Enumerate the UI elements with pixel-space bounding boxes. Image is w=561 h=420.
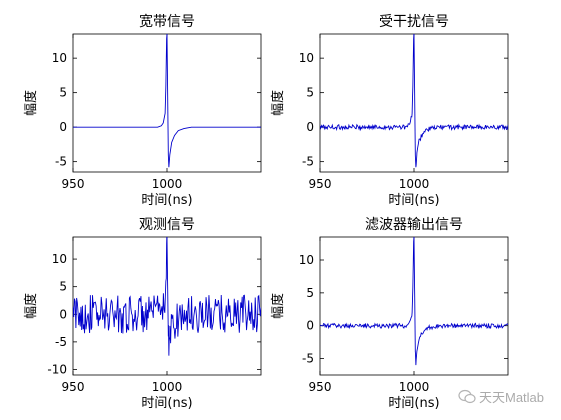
y-axis-label: 幅度 xyxy=(270,90,286,116)
y-tick-label: 5 xyxy=(59,86,67,100)
x-tick-label: 950 xyxy=(62,177,85,191)
series-line xyxy=(320,34,508,168)
subplot-title: 宽带信号 xyxy=(139,13,195,30)
y-tick-label: 0 xyxy=(59,307,67,321)
y-tick-label: 10 xyxy=(299,51,314,65)
y-tick-label: 5 xyxy=(59,280,67,294)
y-tick-label: 10 xyxy=(52,51,67,65)
x-axis-label: 时间(ns) xyxy=(141,193,192,208)
y-tick-label: 10 xyxy=(52,252,67,266)
x-tick-label: 1000 xyxy=(152,177,183,191)
series-line xyxy=(73,237,261,356)
y-axis-label: 幅度 xyxy=(23,293,39,319)
y-tick-label: 5 xyxy=(306,86,314,100)
y-tick-label: -5 xyxy=(55,155,67,169)
x-tick-label: 950 xyxy=(309,177,332,191)
y-tick-label: -5 xyxy=(55,335,67,349)
x-tick-label: 950 xyxy=(309,380,332,394)
wechat-icon xyxy=(458,389,476,404)
x-axis-label: 时间(ns) xyxy=(141,396,192,411)
subplot-title: 观测信号 xyxy=(139,217,195,233)
y-tick-label: 0 xyxy=(59,120,67,134)
y-tick-label: -5 xyxy=(302,155,314,169)
subplot-title: 受干扰信号 xyxy=(379,14,449,30)
x-tick-label: 1000 xyxy=(399,177,430,191)
series-line xyxy=(320,237,508,366)
series-line xyxy=(73,34,261,168)
x-tick-label: 1000 xyxy=(152,380,183,394)
y-tick-label: -5 xyxy=(302,352,314,366)
y-axis-label: 幅度 xyxy=(270,293,286,319)
x-tick-label: 950 xyxy=(62,380,85,394)
x-axis-label: 时间(ns) xyxy=(388,396,439,411)
x-axis-label: 时间(ns) xyxy=(388,193,439,208)
subplot-title: 滤波器输出信号 xyxy=(365,217,463,233)
y-tick-label: 10 xyxy=(299,253,314,267)
y-tick-label: 5 xyxy=(306,286,314,300)
y-tick-label: 0 xyxy=(306,319,314,333)
y-axis-label: 幅度 xyxy=(23,90,39,116)
watermark: 天天Matlab xyxy=(458,387,544,406)
watermark-text: 天天Matlab xyxy=(479,390,545,405)
x-tick-label: 1000 xyxy=(399,380,430,394)
y-tick-label: -10 xyxy=(47,362,67,376)
y-tick-label: 0 xyxy=(306,120,314,134)
